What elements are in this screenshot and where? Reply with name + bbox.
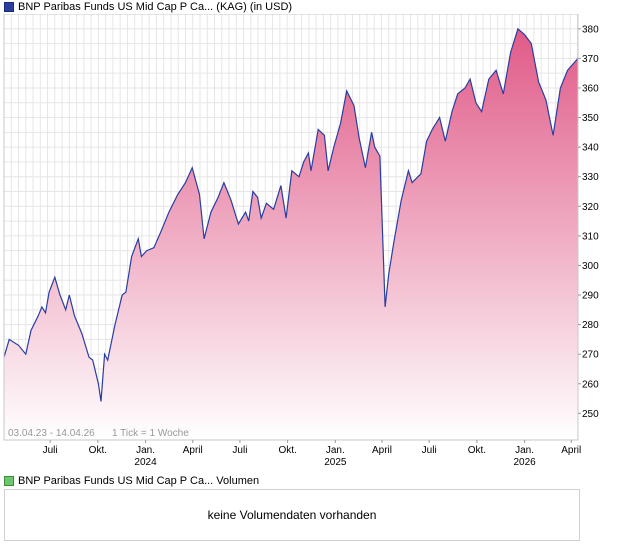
y-tick-label: 290 [582,291,599,302]
x-tick-label: Juli [422,445,437,456]
y-tick-label: 350 [582,113,599,124]
x-tick-year-label: 2024 [134,457,157,468]
price-legend-label: BNP Paribas Funds US Mid Cap P Ca... (KA… [18,1,293,13]
y-tick-label: 260 [582,379,599,390]
x-tick-label: Okt. [89,445,107,456]
y-tick-label: 340 [582,143,599,154]
y-tick-label: 380 [582,24,599,35]
price-legend: BNP Paribas Funds US Mid Cap P Ca... (KA… [4,0,292,14]
x-tick-year-label: 2025 [324,457,347,468]
y-tick-label: 300 [582,261,599,272]
x-tick-label: Okt. [468,445,486,456]
y-tick-label: 250 [582,409,599,420]
x-tick-label: Juli [232,445,247,456]
volume-legend-label: BNP Paribas Funds US Mid Cap P Ca... Vol… [18,475,260,487]
x-tick-label: Jan. [136,445,155,456]
y-tick-label: 360 [582,83,599,94]
date-range-label: 03.04.23 - 14.04.26 [8,428,95,439]
y-tick-label: 270 [582,350,599,361]
price-series-swatch [4,2,14,12]
price-chart: 250 260 270 280 290 300 310 320 330 340 350 360 370 3… [3,14,599,468]
x-tick-label: Juli [43,445,58,456]
x-tick-year-label: 2026 [513,457,536,468]
x-tick-label: Jan. [515,445,534,456]
volume-panel: keine Volumendaten vorhanden [4,489,580,541]
tick-note-label: 1 Tick = 1 Woche [112,428,189,439]
x-tick-label: Jan. [326,445,345,456]
x-tick-label: April [183,445,203,456]
y-tick-label: 310 [582,231,599,242]
x-tick-label: April [561,445,581,456]
y-tick-label: 330 [582,172,599,183]
volume-series-swatch [4,476,14,486]
y-tick-label: 370 [582,54,599,65]
no-volume-message: keine Volumendaten vorhanden [207,508,377,522]
plot-border [3,14,579,441]
y-tick-label: 320 [582,202,599,213]
x-tick-label: Okt. [278,445,296,456]
volume-legend: BNP Paribas Funds US Mid Cap P Ca... Vol… [4,474,259,488]
price-area [4,28,578,441]
y-tick-label: 280 [582,320,599,331]
price-line [3,27,579,402]
x-tick-label: April [372,445,392,456]
